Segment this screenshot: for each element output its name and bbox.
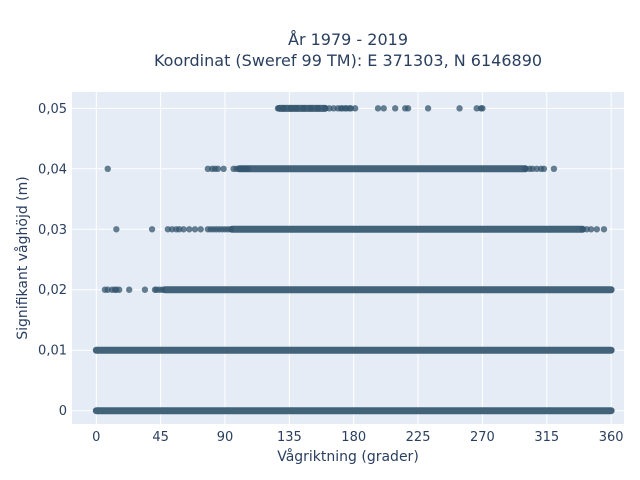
data-point [380, 105, 387, 112]
y-tick-label: 0,03 [38, 223, 67, 238]
data-point [214, 165, 222, 173]
data-point [227, 226, 234, 233]
y-tick-label: 0,04 [38, 162, 67, 177]
data-point [115, 286, 123, 293]
data-point [550, 165, 558, 173]
data-point [293, 105, 300, 112]
data-point [141, 286, 149, 293]
data-point [600, 226, 608, 233]
data-point [220, 165, 227, 173]
data-point [351, 105, 359, 112]
x-tick-label: 225 [406, 430, 431, 445]
data-point [587, 226, 595, 233]
plot-area [72, 92, 624, 424]
series-row [274, 104, 486, 112]
data-point [104, 165, 111, 173]
data-point [287, 105, 294, 112]
y-axis-title: Signifikant våghöjd (m) [14, 176, 31, 339]
data-point [244, 165, 252, 173]
data-point [300, 105, 307, 112]
x-tick-label: 45 [152, 430, 169, 445]
y-tick-label: 0 [59, 404, 67, 419]
x-axis-title: Vågriktning (grader) [277, 448, 419, 465]
y-tick-labels: 0 0,01 0,02 0,03 0,04 0,05 [38, 102, 67, 419]
data-point [126, 286, 133, 293]
chart-subtitle: Koordinat (Sweref 99 TM): E 371303, N 61… [154, 51, 542, 70]
x-tick-label: 360 [599, 430, 624, 445]
y-tick-label: 0,05 [38, 102, 67, 117]
data-point [314, 105, 322, 112]
series-row [101, 286, 615, 294]
data-point [180, 226, 187, 233]
data-point [280, 105, 287, 112]
x-tick-label: 315 [534, 430, 559, 445]
series-row [104, 165, 558, 173]
data-point [404, 105, 412, 112]
data-point [158, 286, 166, 293]
data-point [391, 105, 399, 112]
x-tick-label: 0 [92, 430, 100, 445]
data-point [191, 226, 199, 233]
data-point [113, 226, 120, 233]
data-point [424, 105, 432, 112]
chart-title: År 1979 - 2019 [288, 30, 408, 49]
data-point [374, 105, 382, 112]
x-tick-label: 90 [217, 430, 234, 445]
x-tick-labels: 0 45 90 135 180 225 270 315 360 [92, 430, 623, 445]
x-tick-label: 270 [470, 430, 495, 445]
data-point [479, 105, 486, 112]
data-point [197, 226, 204, 233]
x-tick-label: 135 [277, 430, 302, 445]
data-point [186, 226, 193, 233]
data-point [593, 226, 601, 233]
y-tick-label: 0,02 [38, 283, 67, 298]
x-tick-label: 180 [341, 430, 366, 445]
y-tick-label: 0,01 [38, 344, 67, 359]
data-point [307, 105, 315, 112]
data-point [274, 105, 282, 112]
data-point [148, 226, 156, 233]
series-row [113, 225, 608, 233]
data-point [540, 165, 548, 173]
data-point [456, 105, 463, 112]
data-points [92, 104, 615, 415]
